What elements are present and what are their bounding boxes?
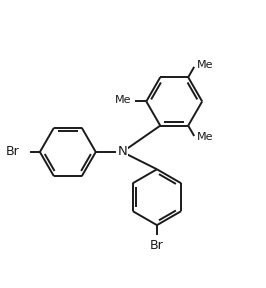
Text: Me: Me bbox=[197, 60, 213, 70]
Text: N: N bbox=[118, 145, 127, 158]
Text: Me: Me bbox=[197, 132, 214, 142]
Text: Me: Me bbox=[115, 95, 131, 105]
Text: Br: Br bbox=[150, 239, 164, 252]
Text: Br: Br bbox=[6, 145, 20, 158]
